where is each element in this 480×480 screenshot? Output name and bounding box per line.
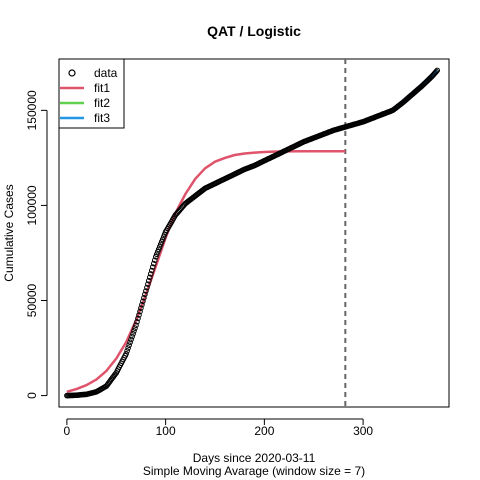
data-point bbox=[142, 291, 148, 298]
data-point bbox=[123, 351, 129, 357]
y-axis: 0 50000 100000 150000 bbox=[25, 90, 48, 399]
data-point bbox=[160, 234, 167, 240]
legend-marker-data bbox=[68, 69, 76, 77]
data-point bbox=[127, 339, 133, 346]
fit1-line bbox=[66, 149, 346, 393]
data-point bbox=[145, 281, 151, 288]
legend-label-data: data bbox=[94, 66, 118, 80]
data-point bbox=[126, 342, 132, 349]
data-point bbox=[133, 322, 139, 329]
x-tick-label: 200 bbox=[254, 424, 274, 438]
y-tick-label: 100000 bbox=[25, 185, 39, 225]
data-point bbox=[134, 319, 140, 325]
x-tick-label: 300 bbox=[353, 424, 373, 438]
data-point bbox=[153, 253, 159, 260]
data-point bbox=[144, 284, 150, 291]
fit2-line bbox=[344, 69, 439, 129]
data-point bbox=[155, 246, 162, 253]
data-point bbox=[140, 298, 146, 305]
data-point bbox=[139, 301, 145, 308]
plot-area bbox=[64, 59, 441, 407]
data-point bbox=[159, 236, 166, 243]
data-point bbox=[137, 308, 143, 315]
data-point bbox=[128, 336, 134, 343]
x-tick-label: 100 bbox=[156, 424, 176, 438]
data-point bbox=[129, 333, 135, 340]
data-point bbox=[143, 288, 149, 294]
data-points bbox=[64, 67, 441, 399]
x-axis: 0 100 200 300 bbox=[64, 418, 373, 438]
data-point bbox=[433, 68, 440, 75]
data-point bbox=[153, 251, 160, 258]
legend-label-fit1: fit1 bbox=[94, 81, 110, 95]
data-point bbox=[136, 312, 142, 318]
data-point bbox=[150, 264, 156, 270]
data-point bbox=[148, 271, 154, 277]
legend-label-fit3: fit3 bbox=[94, 111, 110, 125]
data-point bbox=[132, 325, 138, 331]
x-axis-label: Days since 2020-03-11 bbox=[193, 451, 316, 465]
legend-label-fit2: fit2 bbox=[94, 96, 110, 110]
x-tick-label: 0 bbox=[64, 424, 71, 438]
data-point bbox=[149, 267, 155, 274]
data-point bbox=[146, 277, 152, 284]
data-point bbox=[157, 241, 164, 248]
y-tick-label: 50000 bbox=[25, 284, 39, 318]
y-tick-label: 150000 bbox=[25, 90, 39, 130]
data-point bbox=[434, 67, 441, 74]
data-point bbox=[147, 274, 153, 281]
data-point bbox=[151, 260, 157, 267]
chart-title: QAT / Logistic bbox=[207, 23, 301, 39]
data-point bbox=[130, 331, 136, 337]
data-point bbox=[138, 305, 144, 311]
x-axis-sublabel: Simple Moving Avarage (window size = 7) bbox=[143, 464, 365, 478]
y-tick-label: 0 bbox=[25, 392, 39, 399]
fit3-line bbox=[344, 69, 439, 129]
plot-frame bbox=[58, 58, 450, 408]
y-axis-label: Cumulative Cases bbox=[2, 184, 16, 281]
data-point bbox=[131, 328, 137, 334]
data-point bbox=[135, 315, 141, 322]
data-point bbox=[124, 348, 130, 354]
data-point bbox=[156, 244, 163, 250]
data-point bbox=[141, 295, 147, 301]
data-point bbox=[125, 345, 131, 351]
data-point bbox=[152, 257, 158, 264]
